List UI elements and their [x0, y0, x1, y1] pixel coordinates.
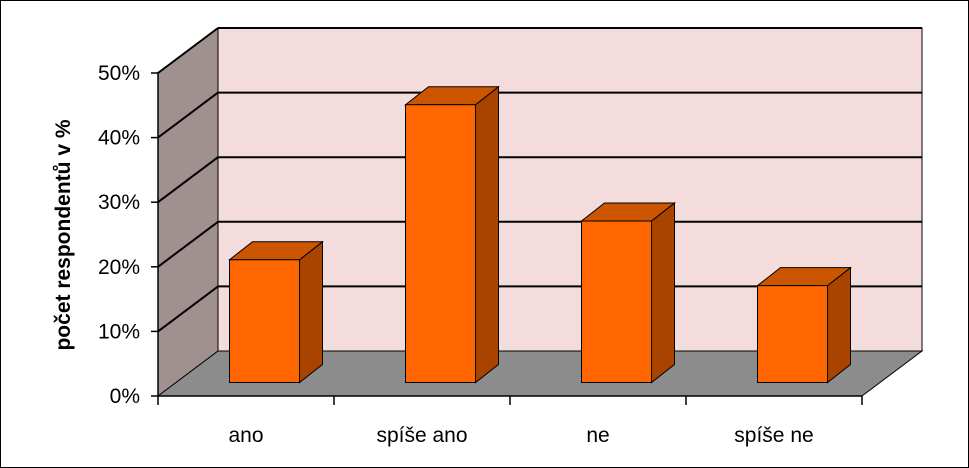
y-tick-label: 40% [98, 127, 140, 150]
x-axis: ano spíše ano ne spíše ne [157, 395, 863, 447]
y-tick-label: 20% [98, 256, 140, 279]
y-tick-label: 10% [98, 320, 140, 343]
gridline-side [157, 156, 219, 203]
x-tick-label: spíše ano [376, 424, 467, 447]
x-tick-label: ano [228, 424, 263, 447]
bar-1 [228, 240, 324, 384]
bar-front [229, 259, 300, 384]
bar-front [757, 285, 828, 384]
x-tick-label: spíše ne [734, 424, 813, 447]
gridline-side [157, 221, 219, 268]
bar-3 [580, 201, 676, 384]
bars [228, 85, 852, 384]
bar-side [827, 266, 851, 384]
x-tick-label: ne [586, 424, 609, 447]
y-tick-label: 30% [98, 191, 140, 214]
bar-4 [756, 266, 852, 384]
y-tick-label: 0% [110, 385, 140, 408]
bar-2 [404, 85, 500, 384]
gridline-side [157, 285, 219, 333]
chart-walls [156, 27, 924, 397]
y-axis: 0% 10% 20% 30% 40% 50% [98, 62, 159, 408]
side-wall [157, 27, 219, 397]
bar-side [651, 201, 675, 384]
gridline-side [157, 27, 219, 74]
bar-side [475, 85, 499, 384]
y-axis-label: počet respondentů v % [52, 119, 75, 350]
bar-side [299, 240, 323, 384]
bar-front [405, 104, 476, 383]
gridline-side [157, 91, 219, 139]
bar-front [581, 220, 652, 383]
y-tick-label: 50% [98, 62, 140, 85]
